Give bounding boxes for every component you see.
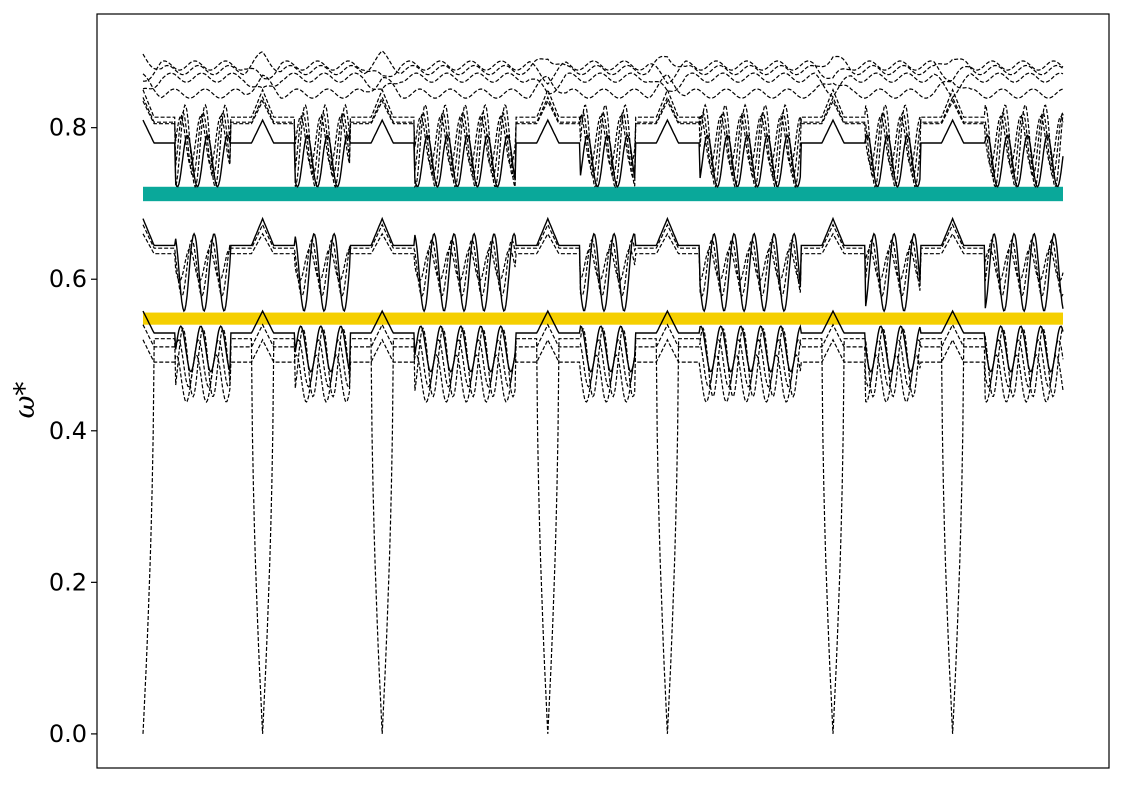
y-tick-label: 0.8: [49, 114, 87, 142]
series-line-4: [142, 216, 1064, 313]
series-line-3: [142, 338, 1064, 403]
series-line-9: [142, 95, 1064, 179]
series-line-11: [142, 73, 1064, 99]
y-tick-label: 0.6: [49, 265, 87, 293]
series-layer: [142, 50, 1064, 734]
series-line-5: [142, 223, 1064, 297]
band-gap-0: [143, 186, 1063, 202]
series-line-12: [142, 72, 1064, 99]
y-axis: 0.0 0.2 0.4 0.6 0.8: [49, 114, 97, 748]
series-line-7: [142, 118, 1064, 188]
y-tick-label: 0.2: [49, 568, 87, 596]
band-gap-layer: [143, 186, 1063, 325]
series-line-8: [142, 88, 1064, 189]
plot-frame: [96, 13, 1110, 769]
band-gap-1: [143, 312, 1063, 325]
series-line-6: [142, 232, 1064, 283]
series-line-10: [142, 99, 1064, 167]
series-line-13: [142, 50, 1064, 76]
series-line-2: [142, 323, 1064, 388]
series-line-14: [142, 60, 1064, 85]
series-line-0: [142, 327, 1064, 734]
y-tick-label: 0.4: [49, 417, 87, 445]
y-axis-label: ω*: [8, 382, 41, 419]
y-tick-label: 0.0: [49, 720, 87, 748]
